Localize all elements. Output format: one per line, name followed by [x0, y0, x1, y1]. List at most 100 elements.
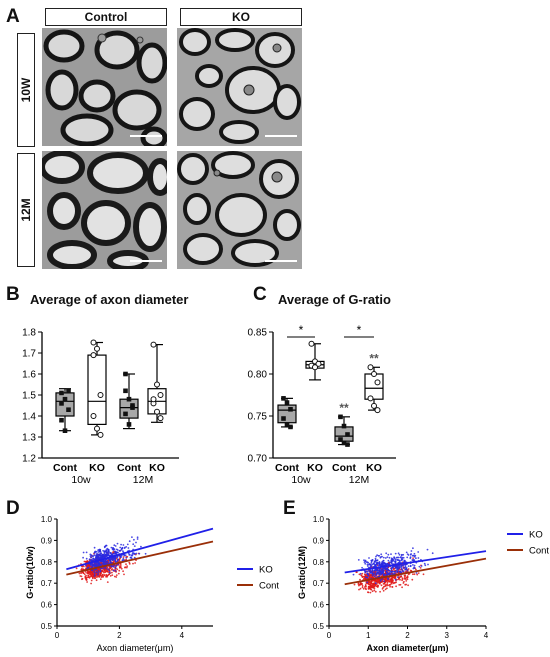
scatter-point-cont: [83, 573, 86, 576]
scatter-point-ko: [377, 572, 380, 574]
scatter-point-cont: [115, 576, 118, 578]
scatter-point-cont: [124, 566, 127, 569]
scatter-point-ko: [109, 559, 111, 562]
scatter-point-ko: [94, 550, 97, 553]
scatter-point-ko: [124, 554, 127, 557]
scatter-point-cont: [361, 572, 364, 575]
scatter-point-ko: [116, 556, 119, 559]
y-tick-label: 1.0: [313, 515, 325, 524]
scatter-point-ko: [374, 557, 377, 560]
scatter-point-cont: [375, 585, 378, 588]
scatter-point-ko: [380, 562, 383, 565]
scatter-point-ko: [135, 541, 137, 544]
scatter-point-ko: [415, 557, 417, 560]
scatter-point-ko: [97, 557, 100, 560]
scatter-point-cont: [413, 573, 416, 576]
scatter-point-ko: [369, 565, 372, 568]
y-tick-label: 1.7: [22, 349, 36, 360]
scatter-point-ko: [366, 570, 369, 573]
box: [119, 398, 139, 419]
scatter-point-ko: [396, 559, 399, 561]
scatter-point-ko: [406, 569, 409, 571]
scatter-point-cont: [103, 569, 106, 572]
scatter-point-ko: [409, 557, 412, 560]
y-tick-label: 0.80: [248, 370, 268, 381]
scatter-point-cont: [415, 568, 417, 571]
scatter-point-cont: [360, 583, 362, 585]
scatter-point-cont: [407, 568, 410, 570]
scatter-point-cont: [106, 581, 109, 583]
scatter-point-ko: [97, 573, 99, 576]
scatter-point-ko: [378, 569, 381, 572]
scatter-point-ko: [109, 551, 112, 554]
scatter-point-ko: [394, 552, 397, 555]
scatter-point-ko: [113, 544, 116, 547]
scatter-point-ko: [424, 564, 427, 567]
scatter-point-ko: [387, 563, 390, 566]
scatter-point-cont: [403, 580, 405, 583]
legend-label-ko: KO: [529, 530, 543, 541]
scatter-point-cont: [412, 557, 414, 560]
scatter-point-ko: [398, 553, 401, 556]
scatter-point-ko: [398, 567, 401, 569]
category-label: Cont: [332, 462, 356, 474]
scatter-point-ko: [411, 559, 414, 562]
scatter-point-ko: [380, 553, 383, 556]
scatter-point-cont: [377, 580, 380, 583]
scatter-point-cont: [128, 561, 131, 564]
scatter-point-ko: [85, 551, 88, 554]
scatter-point-ko: [357, 559, 360, 561]
scatter-point-ko: [397, 552, 400, 555]
scatter-point-ko: [133, 556, 136, 559]
scatter-point-ko: [114, 570, 117, 572]
scatter-point-ko: [396, 566, 399, 569]
data-point: [59, 417, 64, 423]
scatter-point-cont: [395, 581, 397, 584]
scatter-point-ko: [379, 556, 382, 559]
scatter-point-cont: [405, 580, 408, 582]
scatter-point-cont: [384, 581, 387, 584]
scatter-point-cont: [384, 588, 387, 591]
scatter-point-ko: [97, 563, 100, 566]
scatter-point-cont: [361, 584, 364, 587]
scatter-point-ko: [427, 563, 429, 566]
scatter-point-ko: [126, 543, 129, 546]
scatter-point-ko: [378, 562, 380, 565]
scatter-point-cont: [379, 582, 381, 585]
scatter-point-ko: [364, 562, 367, 565]
scatter-point-cont: [92, 573, 95, 576]
data-point: [90, 352, 97, 359]
scatter-point-ko: [368, 570, 370, 572]
y-tick-label: 0.70: [248, 454, 268, 465]
scatter-point-cont: [390, 582, 393, 585]
scatter-point-ko: [119, 546, 122, 549]
data-point: [123, 411, 128, 417]
scatter-point-ko: [406, 553, 409, 555]
scatter-point-cont: [379, 590, 381, 593]
scatter-point-ko: [375, 563, 378, 566]
scatter-point-ko: [371, 572, 374, 575]
scatter-point-ko: [116, 542, 119, 545]
scatter-point-cont: [88, 576, 91, 579]
data-point: [312, 364, 318, 371]
scatter-point-ko: [93, 571, 95, 573]
scatter-point-ko: [123, 547, 126, 549]
scatter-point-cont: [83, 560, 86, 563]
scatter-point-cont: [370, 585, 373, 588]
scatter-point-ko: [375, 561, 377, 563]
scatter-point-cont: [379, 581, 382, 584]
scatter-point-cont: [412, 573, 414, 576]
data-point: [374, 379, 381, 386]
scatter-point-ko: [379, 580, 382, 582]
scatter-point-ko: [412, 554, 415, 557]
scatter-point-cont: [132, 562, 134, 565]
scatter-point-ko: [403, 559, 406, 562]
scatter-point-cont: [381, 588, 384, 590]
scatter-point-ko: [135, 552, 138, 555]
fit-line-cont: [66, 540, 214, 576]
x-tick-label: 0: [327, 631, 332, 640]
scatter-point-cont: [119, 563, 122, 566]
y-tick-label: 0.9: [41, 536, 53, 545]
chart-d: 0.5 0.6 0.7 0.8 0.9 1.0 0 2 4 Axon diameter(μm) G-…: [25, 515, 279, 653]
scatter-point-cont: [377, 578, 380, 581]
